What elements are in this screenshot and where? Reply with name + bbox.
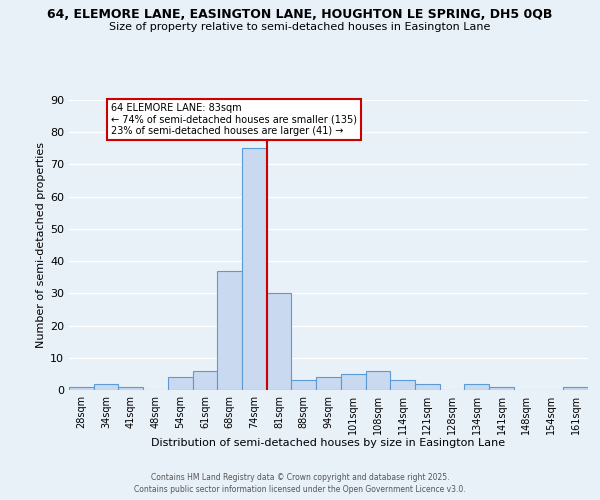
- Bar: [94, 384, 118, 390]
- Bar: [69, 387, 94, 390]
- X-axis label: Distribution of semi-detached houses by size in Easington Lane: Distribution of semi-detached houses by …: [151, 438, 506, 448]
- Text: Contains HM Land Registry data © Crown copyright and database right 2025.: Contains HM Land Registry data © Crown c…: [151, 472, 449, 482]
- Bar: [365, 370, 390, 390]
- Bar: [217, 271, 242, 390]
- Bar: [464, 384, 489, 390]
- Y-axis label: Number of semi-detached properties: Number of semi-detached properties: [36, 142, 46, 348]
- Bar: [415, 384, 440, 390]
- Bar: [489, 387, 514, 390]
- Text: Contains public sector information licensed under the Open Government Licence v3: Contains public sector information licen…: [134, 485, 466, 494]
- Text: 64, ELEMORE LANE, EASINGTON LANE, HOUGHTON LE SPRING, DH5 0QB: 64, ELEMORE LANE, EASINGTON LANE, HOUGHT…: [47, 8, 553, 20]
- Text: Size of property relative to semi-detached houses in Easington Lane: Size of property relative to semi-detach…: [109, 22, 491, 32]
- Bar: [118, 387, 143, 390]
- Bar: [193, 370, 217, 390]
- Bar: [267, 294, 292, 390]
- Bar: [316, 377, 341, 390]
- Bar: [242, 148, 267, 390]
- Bar: [390, 380, 415, 390]
- Text: 64 ELEMORE LANE: 83sqm
← 74% of semi-detached houses are smaller (135)
23% of se: 64 ELEMORE LANE: 83sqm ← 74% of semi-det…: [111, 103, 357, 136]
- Bar: [292, 380, 316, 390]
- Bar: [563, 387, 588, 390]
- Bar: [168, 377, 193, 390]
- Bar: [341, 374, 365, 390]
